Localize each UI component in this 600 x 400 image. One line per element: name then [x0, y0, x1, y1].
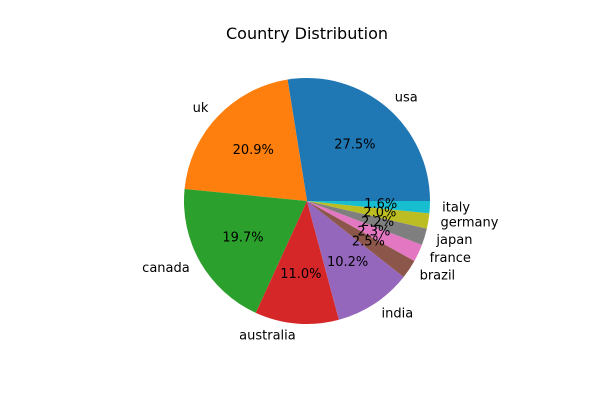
category-label-usa: usa [395, 91, 418, 106]
pie-slice-australia [255, 201, 339, 324]
pie-slice-germany [307, 201, 430, 229]
category-label-india: india [382, 306, 414, 321]
percent-label-india: 10.2% [327, 255, 368, 270]
pie-slice-japan [307, 201, 427, 245]
percent-label-australia: 11.0% [280, 267, 321, 282]
percent-labels: 27.5% 20.9% 19.7% 11.0% 10.2% 2.5%2.3%2.2%2.0… [222, 137, 397, 282]
percent-label-france: 2.3% [357, 225, 390, 240]
category-label-italy: italy [442, 200, 470, 215]
pie-slice-uk [184, 79, 307, 201]
category-labels: usa uk canada australia india brazil france jap… [142, 91, 499, 344]
category-label-australia: australia [239, 328, 296, 343]
pie-slice-usa [287, 78, 430, 201]
percent-label-canada: 19.7% [222, 230, 263, 245]
category-label-germany: germany [441, 216, 499, 231]
category-label-uk: uk [193, 101, 209, 116]
percent-label-brazil: 2.5% [352, 234, 385, 249]
pie-slice-india [307, 201, 404, 320]
percent-label-italy: 1.6% [364, 197, 397, 212]
percent-label-usa: 27.5% [334, 137, 375, 152]
pie-slice-brazil [307, 201, 415, 278]
category-label-france: france [430, 251, 471, 266]
chart-title: Country Distribution [226, 24, 388, 43]
pie-slice-canada [183, 189, 307, 313]
percent-label-germany: 2.0% [363, 206, 396, 221]
category-label-canada: canada [142, 261, 190, 276]
category-label-japan: japan [435, 233, 472, 248]
pie-slice-italy [307, 201, 430, 214]
pie-slice-france [307, 201, 422, 261]
percent-label-japan: 2.2% [361, 215, 394, 230]
pie-slices [183, 78, 430, 324]
percent-label-uk: 20.9% [233, 143, 274, 158]
category-label-brazil: brazil [420, 269, 456, 284]
